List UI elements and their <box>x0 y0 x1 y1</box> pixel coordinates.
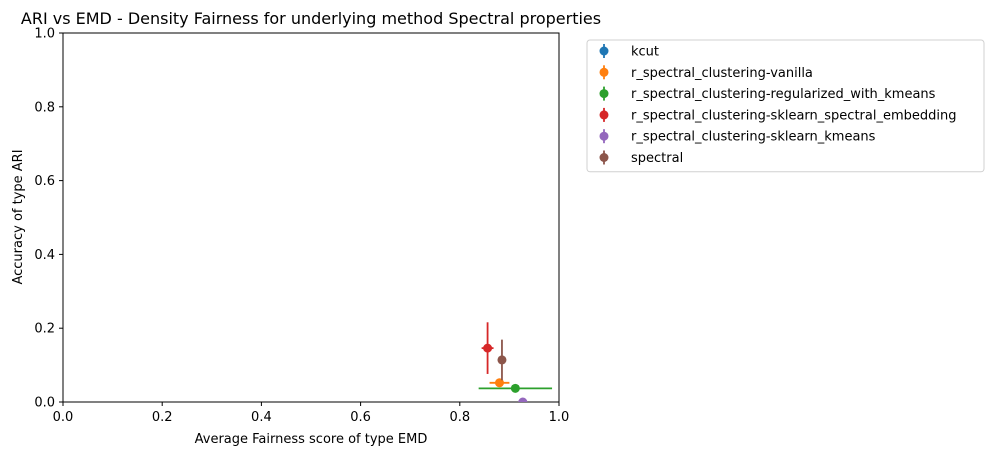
legend-marker <box>599 153 609 162</box>
x-axis-label: Average Fairness score of type EMD <box>195 432 428 447</box>
x-axis: 0.0 0.2 0.4 0.6 0.8 1.0 <box>53 402 570 425</box>
legend-marker <box>599 46 609 56</box>
y-axis: 0.0 0.2 0.4 0.6 0.8 1.0 <box>34 27 63 411</box>
legend-label: r_spectral_clustering-vanilla <box>631 66 813 81</box>
data-point <box>494 378 504 388</box>
legend-marker <box>599 110 609 120</box>
legend-marker <box>599 67 609 77</box>
legend: kcut r_spectral_clustering-vanilla r_spect… <box>586 39 985 173</box>
y-axis-label: Accuracy of type ARI <box>11 149 26 284</box>
x-tick-label: 0.0 <box>53 410 74 425</box>
plot-area <box>62 32 560 403</box>
data-point <box>510 383 520 393</box>
legend-box <box>586 39 985 173</box>
y-tick-label: 0.6 <box>34 174 55 189</box>
y-tick-label: 0.4 <box>34 248 55 263</box>
legend-label: spectral <box>631 151 683 166</box>
y-tick-label: 0.8 <box>34 100 55 115</box>
y-tick-label: 0.2 <box>34 322 55 337</box>
data-points <box>478 322 553 402</box>
plot-frame <box>62 32 560 403</box>
legend-label: r_spectral_clustering-sklearn_kmeans <box>631 130 876 145</box>
chart-title: ARI vs EMD - Density Fairness for underl… <box>21 9 601 28</box>
x-tick-label: 1.0 <box>549 410 570 425</box>
y-tick-label: 1.0 <box>34 27 55 42</box>
x-tick-label: 0.8 <box>449 410 470 425</box>
data-point <box>483 343 493 353</box>
legend-label: r_spectral_clustering-regularized_with_k… <box>631 87 936 102</box>
legend-label: r_spectral_clustering-sklearn_spectral_e… <box>631 108 956 123</box>
x-tick-label: 0.6 <box>350 410 371 425</box>
legend-label: kcut <box>631 45 659 60</box>
data-point <box>518 397 528 402</box>
legend-marker <box>599 131 609 141</box>
x-tick-label: 0.4 <box>251 410 272 425</box>
x-tick-label: 0.2 <box>152 410 173 425</box>
y-tick-label: 0.0 <box>34 396 55 411</box>
data-point <box>497 355 507 365</box>
legend-marker <box>599 89 609 99</box>
